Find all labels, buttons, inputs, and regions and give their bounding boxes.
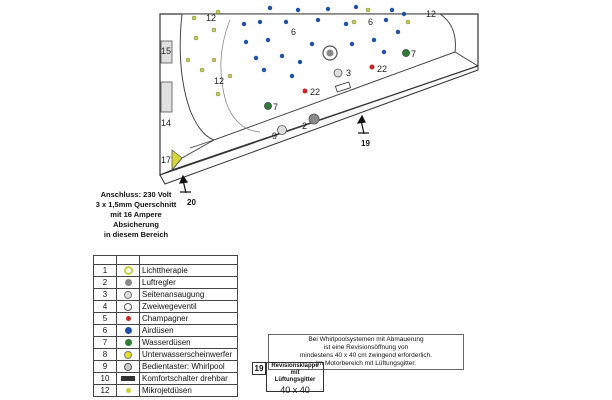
label-7: 7 bbox=[273, 102, 278, 112]
legend-num: 9 bbox=[93, 360, 117, 373]
legend-row: 9 Bedientaster: Whirlpool bbox=[93, 360, 238, 373]
label-6: 6 bbox=[291, 27, 296, 37]
side-suction-icon bbox=[333, 68, 343, 78]
bedientaster-icon bbox=[124, 362, 132, 371]
legend-label: Airdüsen bbox=[139, 324, 238, 337]
label-12: 12 bbox=[426, 9, 436, 19]
legend-label: Wasserdüsen bbox=[139, 336, 238, 349]
label-20: 20 bbox=[187, 198, 196, 207]
komfortschalter-icon bbox=[121, 376, 135, 382]
legend-num: 8 bbox=[93, 348, 117, 361]
label-19: 19 bbox=[361, 139, 370, 148]
airduesen-icon bbox=[124, 327, 132, 335]
label-15: 15 bbox=[161, 46, 171, 56]
arrow-20 bbox=[179, 174, 191, 194]
whirlpool-button-icon bbox=[277, 125, 287, 135]
champagner-icon bbox=[125, 316, 131, 322]
mikroduesen-icon bbox=[125, 388, 131, 394]
tub-front-panel bbox=[159, 65, 479, 185]
legend-num: 3 bbox=[93, 288, 117, 301]
label-12: 12 bbox=[206, 13, 216, 23]
lichttherapie-icon bbox=[123, 266, 133, 276]
seitenansaugung-icon bbox=[124, 290, 132, 299]
label-12: 12 bbox=[214, 76, 224, 86]
revision-title: Revisionsklappe mit bbox=[271, 363, 319, 376]
legend-label: Lichttherapie bbox=[139, 264, 238, 277]
air-regulator-icon bbox=[308, 113, 320, 125]
label-22: 22 bbox=[310, 87, 320, 97]
label-14: 14 bbox=[161, 118, 171, 128]
luftregler-icon bbox=[124, 279, 132, 287]
revision-hatch: Revisionsklappe mit Lüftungsgitter 40 x … bbox=[266, 362, 324, 395]
legend-num: 6 bbox=[93, 324, 117, 337]
label-9: 9 bbox=[272, 131, 277, 141]
legend-row: 7 Wasserdüsen bbox=[93, 336, 238, 349]
label-6: 6 bbox=[368, 17, 373, 27]
legend-num: 1 bbox=[93, 264, 117, 277]
wasserduesen-icon bbox=[124, 339, 132, 347]
label-7: 7 bbox=[411, 49, 416, 59]
legend-header-row bbox=[93, 255, 238, 265]
legend-num: 5 bbox=[93, 312, 117, 325]
zweiwegeventil-icon bbox=[124, 302, 132, 311]
legend-row: 12 Mikrojetdüsen bbox=[93, 384, 238, 397]
legend-row: 6 Airdüsen bbox=[93, 324, 238, 337]
water-jet-icon bbox=[402, 49, 410, 57]
legend-label: Komfortschalter drehbar bbox=[139, 372, 238, 385]
air-jets bbox=[241, 4, 407, 79]
connection-note: Anschluss: 230 Volt 3 x 1,5mm Querschnit… bbox=[86, 190, 186, 240]
legend-label: Luftregler bbox=[139, 276, 238, 289]
pillow-14 bbox=[160, 81, 173, 113]
legend-row: 2 Luftregler bbox=[93, 276, 238, 289]
legend-label: Unterwasserscheinwerfer bbox=[139, 348, 238, 361]
connection-line: in diesem Bereich bbox=[103, 230, 169, 239]
legend-num: 12 bbox=[93, 384, 117, 397]
legend-label: Bedientaster: Whirlpool bbox=[139, 360, 238, 373]
legend-row: 5 Champagner bbox=[93, 312, 238, 325]
legend-row: 10 Komfortschalter drehbar bbox=[93, 372, 238, 385]
connection-line: Absicherung bbox=[113, 220, 159, 229]
legend-label: Champagner bbox=[139, 312, 238, 325]
label-17: 17 bbox=[161, 155, 171, 165]
arrow-19 bbox=[356, 114, 369, 135]
revision-number: 19 bbox=[252, 362, 266, 375]
note-line: mindestens 40 x 40 cm zwingend erforderl… bbox=[299, 352, 433, 359]
water-jet-icon bbox=[264, 102, 272, 110]
revision-size: 40 x 40 bbox=[280, 385, 310, 395]
tub-inner-basin bbox=[179, 13, 456, 141]
label-2: 2 bbox=[302, 121, 307, 131]
legend-row: 4 Zweiwegeventil bbox=[93, 300, 238, 313]
legend-label: Zweiwegeventil bbox=[139, 300, 238, 313]
legend-row: 3 Seitenansaugung bbox=[93, 288, 238, 301]
champagne-icon bbox=[302, 88, 308, 94]
legend-row: 1 Lichttherapie bbox=[93, 264, 238, 277]
unterwasserscheinwerfer-icon bbox=[124, 350, 132, 359]
connection-line: 3 x 1,5mm Querschnitt bbox=[95, 200, 177, 209]
note-line: ist eine Revisionsöffnung von bbox=[323, 344, 409, 351]
note-line: Im Motorbereich mit Lüftungsgitter. bbox=[315, 360, 417, 367]
legend-num: 2 bbox=[93, 276, 117, 289]
legend-num: 10 bbox=[93, 372, 117, 385]
pillow-15 bbox=[160, 40, 173, 64]
legend-label: Seitenansaugung bbox=[139, 288, 238, 301]
note-line: Bei Whirlpoolsystemen mit Abmauerung bbox=[308, 336, 424, 343]
legend-num: 4 bbox=[93, 300, 117, 313]
tub-seat-line bbox=[220, 19, 261, 133]
label-3: 3 bbox=[346, 68, 351, 78]
legend-label: Mikrojetdüsen bbox=[139, 384, 238, 397]
legend-row: 8 Unterwasserscheinwerfer bbox=[93, 348, 238, 361]
legend-table: 1 Lichttherapie 2 Luftregler 3 Seitenans… bbox=[93, 255, 238, 397]
champagne-icon bbox=[369, 64, 375, 70]
legend-num: 7 bbox=[93, 336, 117, 349]
revision-note: Bei Whirlpoolsystemen mit Abmauerung ist… bbox=[268, 334, 464, 370]
revision-title: Lüftungsgitter bbox=[274, 377, 316, 383]
corner-control-17 bbox=[171, 149, 183, 172]
connection-line: mit 16 Ampere bbox=[110, 210, 162, 219]
label-22: 22 bbox=[377, 64, 387, 74]
connection-line: Anschluss: 230 Volt bbox=[100, 190, 172, 199]
micro-jets bbox=[185, 7, 411, 97]
comfort-switch-icon bbox=[334, 81, 352, 93]
